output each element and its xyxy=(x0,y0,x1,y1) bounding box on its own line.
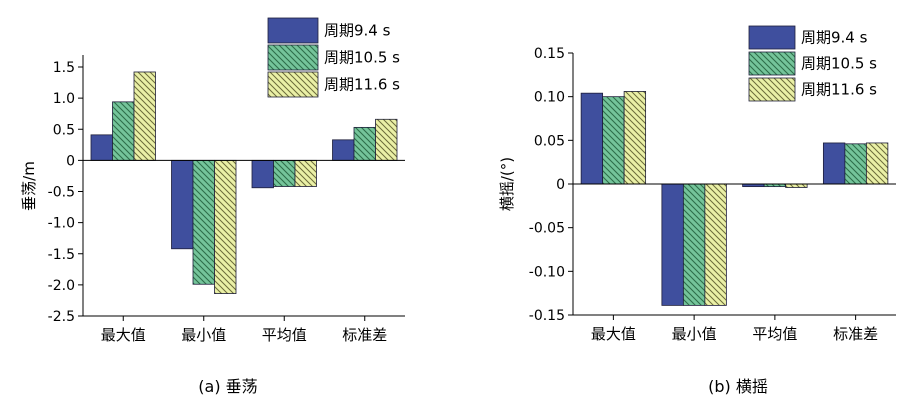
chart-panel-roll: -0.15 -0.10 -0.05 0 0.05 0.10 0.15 最大值 最小值 平均值 标准… xyxy=(498,25,896,396)
bar xyxy=(602,96,625,185)
category-labels: 最大值 最小值 平均值 标准差 xyxy=(101,316,387,344)
bar xyxy=(844,143,867,185)
y-axis-label: 横摇/(°) xyxy=(498,157,516,211)
legend-swatch xyxy=(748,51,796,76)
bar xyxy=(623,91,647,185)
x-tick-label: 平均值 xyxy=(752,325,797,343)
bar xyxy=(822,142,846,185)
legend-swatch xyxy=(748,77,796,102)
y-tick-label: 1.5 xyxy=(53,60,75,76)
y-tick-label: -2.5 xyxy=(48,309,75,325)
legend-label: 周期9.4 s xyxy=(324,22,391,40)
y-tick-label: 0.10 xyxy=(534,90,565,106)
x-tick-label: 最小值 xyxy=(672,325,717,343)
bar xyxy=(251,159,274,189)
legend: 周期9.4 s 周期10.5 s 周期11.6 s xyxy=(748,25,877,102)
bar xyxy=(214,159,237,294)
y-tick-label: 0 xyxy=(66,153,75,169)
x-tick-label: 最大值 xyxy=(591,325,636,343)
x-tick-label: 最小值 xyxy=(181,326,226,344)
category-labels: 最大值 最小值 平均值 标准差 xyxy=(591,315,878,343)
y-axis-label: 垂荡/m xyxy=(20,161,38,211)
legend: 周期9.4 s 周期10.5 s 周期11.6 s xyxy=(267,17,400,98)
bar xyxy=(192,159,215,285)
y-tick-label: -0.5 xyxy=(48,185,75,201)
y-tick-label: -1.0 xyxy=(48,216,75,232)
y-tick-label: -0.15 xyxy=(529,308,565,324)
legend-swatch xyxy=(748,25,796,50)
bars xyxy=(90,71,398,294)
chart-panel-heave: -2.5 -2.0 -1.5 -1.0 -0.5 0 0.5 1.0 1.5 最大值 最小值 平均值… xyxy=(20,17,405,396)
y-tick-label: 0.05 xyxy=(534,133,565,149)
x-tick-label: 最大值 xyxy=(101,326,146,344)
y-tick-label: -0.10 xyxy=(529,264,565,280)
y-tick-label: 0.5 xyxy=(53,122,75,138)
x-tick-label: 标准差 xyxy=(342,326,387,344)
x-tick-label: 标准差 xyxy=(833,325,878,343)
caption: (b) 横摇 xyxy=(708,377,768,396)
bar xyxy=(580,92,604,185)
bar xyxy=(133,71,156,161)
bar xyxy=(661,183,684,306)
legend-swatch xyxy=(267,17,319,44)
bar xyxy=(171,159,194,250)
legend-swatch xyxy=(267,44,319,71)
bar xyxy=(353,126,376,161)
bar xyxy=(332,139,355,161)
bar xyxy=(682,183,706,306)
bar xyxy=(785,183,808,188)
legend-swatch xyxy=(267,71,319,98)
caption: (a) 垂荡 xyxy=(198,377,257,396)
legend-label: 周期9.4 s xyxy=(801,29,868,47)
x-tick-label: 平均值 xyxy=(262,326,307,344)
bar xyxy=(294,159,317,187)
legend-label: 周期10.5 s xyxy=(801,55,877,73)
legend-label: 周期10.5 s xyxy=(324,49,400,67)
bar xyxy=(90,134,113,161)
y-tick-label: -0.05 xyxy=(529,221,565,237)
bar xyxy=(704,183,727,306)
y-tick-label: 1.0 xyxy=(53,91,75,107)
y-tick-label: -1.5 xyxy=(48,247,75,263)
y-tick-label: -2.0 xyxy=(48,278,75,294)
bars xyxy=(580,91,889,306)
y-tick-label: 0.15 xyxy=(534,46,565,62)
y-tick-label: 0 xyxy=(556,177,565,193)
y-ticks: -2.5 -2.0 -1.5 -1.0 -0.5 0 0.5 1.0 1.5 xyxy=(48,60,83,325)
legend-label: 周期11.6 s xyxy=(801,81,877,99)
bar xyxy=(112,101,135,161)
bar xyxy=(375,118,398,161)
y-ticks: -0.15 -0.10 -0.05 0 0.05 0.10 0.15 xyxy=(529,46,573,324)
bar xyxy=(865,142,889,185)
legend-label: 周期11.6 s xyxy=(324,76,400,94)
bar xyxy=(273,159,296,187)
